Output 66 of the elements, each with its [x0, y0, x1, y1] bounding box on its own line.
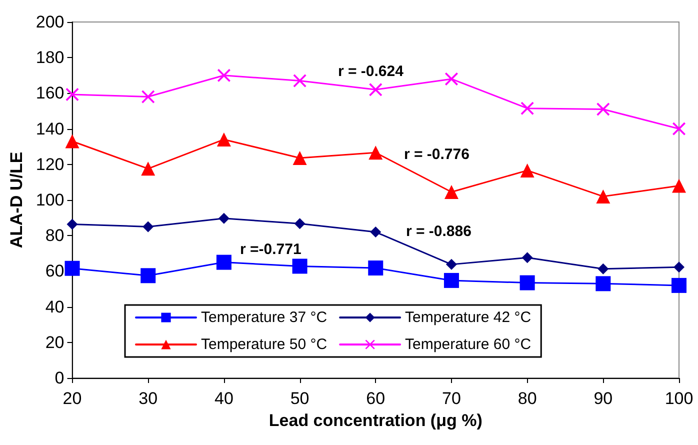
point — [520, 102, 534, 115]
x-tick-label: 30 — [138, 389, 158, 408]
y-tick-label: 200 — [36, 12, 64, 32]
legend-label: Temperature 37 °C — [201, 309, 328, 326]
point — [672, 278, 686, 293]
point — [444, 184, 458, 199]
point — [293, 74, 306, 88]
point — [66, 88, 79, 101]
point — [218, 212, 230, 224]
y-tick-label: 180 — [36, 48, 64, 68]
annotation: r =-0.771 — [240, 241, 302, 258]
y-tick-label: 20 — [45, 332, 64, 352]
legend-label: Temperature 60 °C — [405, 336, 532, 353]
point — [672, 122, 686, 136]
y-tick-label: 120 — [36, 154, 64, 174]
y-tick-label: 80 — [45, 226, 64, 246]
x-tick-label: 20 — [62, 389, 82, 408]
legend-label: Temperature 42 °C — [405, 309, 532, 326]
legend-label: Temperature 50 °C — [201, 336, 328, 353]
y-tick-label: 40 — [45, 297, 64, 316]
point — [142, 90, 155, 104]
y-tick-label: 140 — [36, 119, 64, 138]
x-tick-label: 60 — [366, 389, 386, 408]
point — [522, 252, 533, 264]
point — [142, 221, 154, 232]
y-axis-title: ALA-D U/LE — [7, 152, 26, 248]
point — [292, 258, 308, 274]
point — [672, 178, 686, 193]
point — [368, 146, 383, 160]
point — [596, 102, 610, 116]
point — [294, 218, 306, 230]
point — [446, 258, 457, 270]
point — [292, 150, 307, 165]
point — [368, 260, 384, 276]
point — [369, 83, 382, 96]
x-tick-label: 90 — [594, 389, 613, 408]
annotation: r = -0.776 — [404, 146, 470, 163]
point — [596, 189, 610, 204]
annotation: r = -0.886 — [406, 223, 472, 240]
point — [216, 132, 231, 146]
x-tick-label: 40 — [214, 389, 234, 408]
point — [674, 262, 684, 273]
point — [520, 275, 535, 290]
point — [141, 162, 156, 176]
x-tick-label: 70 — [442, 389, 461, 408]
point — [598, 263, 609, 274]
point — [140, 268, 156, 284]
y-tick-label: 100 — [36, 190, 64, 210]
point — [64, 260, 80, 276]
point — [370, 226, 382, 238]
y-tick-label: 160 — [36, 84, 64, 103]
point — [65, 134, 80, 148]
point — [66, 218, 78, 230]
point — [444, 72, 458, 86]
x-tick-label: 80 — [518, 389, 537, 408]
point — [520, 163, 534, 178]
x-axis-title: Lead concentration (μg %) — [268, 410, 482, 430]
point — [444, 272, 459, 288]
point — [216, 254, 232, 270]
x-tick-label: 50 — [290, 389, 310, 408]
y-tick-label: 0 — [54, 368, 64, 388]
annotation: r = -0.624 — [338, 63, 404, 80]
x-tick-label: 100 — [664, 389, 694, 408]
point — [596, 276, 611, 292]
point — [217, 68, 230, 82]
y-tick-label: 60 — [45, 262, 64, 281]
